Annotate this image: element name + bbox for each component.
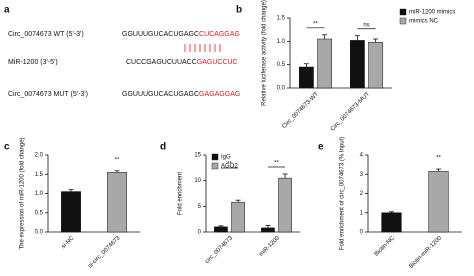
bar bbox=[381, 212, 402, 233]
y-tick-label: 3 bbox=[360, 172, 364, 178]
bar bbox=[261, 227, 275, 233]
y-tick-label: 2 bbox=[360, 191, 364, 197]
pairing-lines bbox=[184, 44, 221, 52]
bar bbox=[298, 66, 314, 89]
y-axis-label: Relative luciferase activity (fold chang… bbox=[262, 0, 268, 106]
row-name: MiR-1200 (3'-5') bbox=[8, 59, 58, 66]
annotation: ** bbox=[115, 157, 120, 163]
x-tick-label: si-NC bbox=[61, 235, 76, 250]
panel-label: b bbox=[236, 5, 242, 16]
y-tick-label: 0.0 bbox=[35, 230, 44, 236]
panel-label: a bbox=[4, 5, 10, 16]
legend-label: miR-1200 mimics bbox=[409, 10, 455, 16]
bar bbox=[231, 201, 245, 233]
row-name: Circ_0074673 MUT (5'-3') bbox=[8, 91, 88, 98]
panel-label: d bbox=[160, 142, 166, 153]
annotation: ns bbox=[363, 22, 369, 28]
y-tick-label: 2.0 bbox=[35, 153, 44, 159]
bar bbox=[214, 226, 228, 233]
y-tick-label: 0.5 bbox=[277, 62, 286, 68]
seq: GGUUUGUCACUGAGC bbox=[122, 31, 199, 38]
x-tick-label: Circ_0074673-MUT bbox=[330, 91, 371, 132]
y-tick-label: 1.5 bbox=[277, 16, 286, 22]
seq: GGUUUGUCACUGAGC bbox=[122, 91, 199, 98]
y-tick-label: 1.5 bbox=[35, 172, 44, 178]
annotation: ** bbox=[227, 162, 232, 168]
bar bbox=[428, 171, 449, 233]
panel-label: c bbox=[4, 142, 10, 153]
site: CUCAGGAG bbox=[199, 31, 240, 38]
y-tick-label: 0 bbox=[198, 230, 202, 236]
annotation: ** bbox=[313, 21, 318, 27]
bar bbox=[368, 42, 384, 89]
y-tick-label: 0.0 bbox=[277, 86, 286, 92]
y-tick-label: 10 bbox=[194, 178, 201, 184]
annotation: ** bbox=[274, 161, 279, 167]
bar bbox=[278, 177, 292, 233]
bar bbox=[107, 172, 127, 233]
y-tick-label: 0 bbox=[360, 230, 364, 236]
y-tick-label: 4 bbox=[360, 153, 364, 159]
bar bbox=[349, 40, 365, 89]
x-tick-label: miR-1200 bbox=[258, 235, 281, 258]
legend-label: IgG bbox=[221, 155, 231, 161]
annotation: ** bbox=[436, 156, 441, 162]
panel-label: e bbox=[318, 142, 324, 153]
y-tick-label: 15 bbox=[194, 153, 201, 159]
y-tick-label: 1 bbox=[360, 210, 364, 216]
x-tick-label: si-circ_0074673 bbox=[87, 235, 122, 270]
sequence: GGUUUGUCACUGAGCGAGAGGAG bbox=[122, 91, 240, 98]
seq: CUCCGAGUCUUACC bbox=[126, 59, 197, 66]
y-axis-label: The expression of miR-1200 (fold change) bbox=[20, 137, 26, 249]
legend-label: AGO2 bbox=[221, 164, 238, 170]
x-tick-label: Biotin-NC bbox=[374, 235, 397, 258]
y-tick-label: 5 bbox=[198, 204, 202, 210]
row-name: Circ_0074673 WT (5'-3') bbox=[8, 31, 84, 38]
bar bbox=[317, 38, 333, 89]
bar bbox=[61, 191, 81, 233]
y-axis-label: Fold enrichment of circ_0074673 (% Input… bbox=[340, 137, 346, 250]
sequence: CUCCGAGUCUUACCGAGUCCUC bbox=[126, 59, 238, 66]
y-axis-label: Fold enrichment bbox=[178, 172, 184, 215]
x-tick-label: circ_0074673 bbox=[204, 235, 234, 265]
x-tick-label: Biotin-miR-1200 bbox=[408, 235, 443, 270]
sequence-panel: a Circ_0074673 WT (5'-3') GGUUUGUCACUGAG… bbox=[4, 5, 240, 98]
y-tick-label: 1.0 bbox=[35, 191, 44, 197]
site: GAGAGGAG bbox=[199, 91, 240, 98]
legend-swatch bbox=[211, 162, 219, 170]
legend-swatch bbox=[399, 8, 407, 16]
x-tick-label: Circ_0074673-WT bbox=[281, 91, 320, 130]
legend-swatch bbox=[211, 153, 219, 161]
legend-label: mimics NC bbox=[409, 19, 439, 25]
sequence: GGUUUGUCACUGAGCCUCAGGAG bbox=[122, 31, 240, 38]
y-tick-label: 0.5 bbox=[35, 210, 44, 216]
site: GAGUCCUC bbox=[197, 59, 238, 66]
legend-swatch bbox=[399, 17, 407, 25]
y-tick-label: 1.0 bbox=[277, 39, 286, 45]
